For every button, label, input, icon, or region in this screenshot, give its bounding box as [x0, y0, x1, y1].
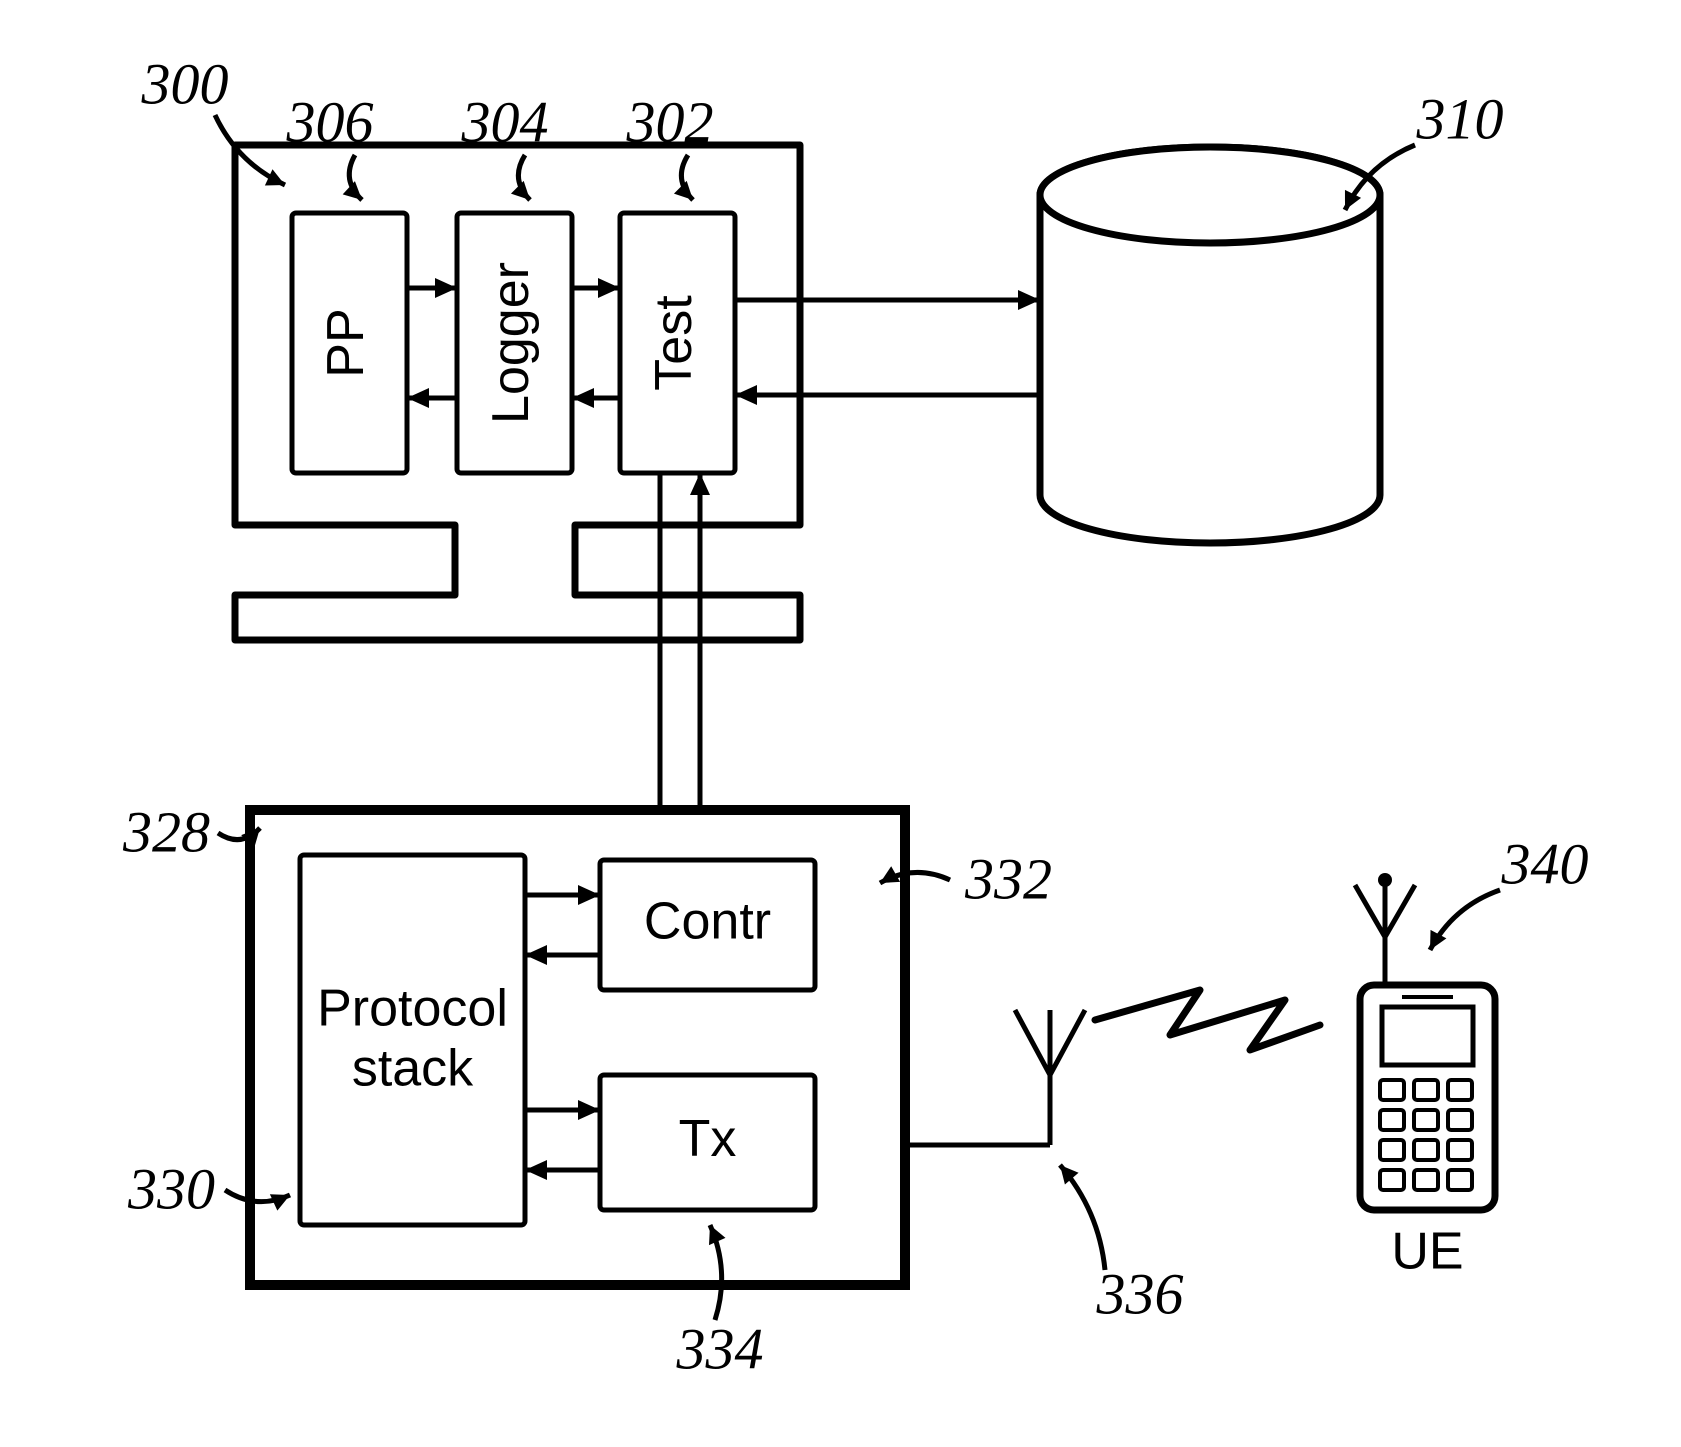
ref-330: 330 — [127, 1156, 215, 1221]
ue-key — [1414, 1080, 1438, 1100]
protocol-stack-label-1: Protocol — [317, 980, 508, 1038]
ue-key — [1448, 1140, 1472, 1160]
ref-306: 306 — [286, 89, 374, 154]
ue-screen — [1382, 1007, 1473, 1065]
ue-key — [1380, 1110, 1404, 1130]
ue-key — [1380, 1170, 1404, 1190]
ue-key — [1414, 1170, 1438, 1190]
ref-328: 328 — [122, 799, 210, 864]
wireless-zigzag — [1095, 990, 1320, 1050]
block-label: Logger — [482, 262, 540, 424]
ue-key — [1448, 1170, 1472, 1190]
ref-310: 310 — [1416, 86, 1504, 151]
ue-antenna-tip — [1378, 873, 1392, 887]
ref-332: 332 — [964, 846, 1052, 911]
ref-340: 340 — [1501, 831, 1589, 896]
protocol-stack-label-2: stack — [352, 1040, 474, 1098]
ue-key — [1414, 1140, 1438, 1160]
ue-key — [1380, 1080, 1404, 1100]
ue-key — [1448, 1110, 1472, 1130]
tx-label: Tx — [679, 1110, 737, 1168]
ref-304: 304 — [461, 89, 549, 154]
ue-key — [1414, 1110, 1438, 1130]
block-label: PP — [317, 308, 375, 377]
ue-label: UE — [1391, 1223, 1463, 1281]
ref-300: 300 — [141, 51, 229, 116]
ref-336: 336 — [1096, 1261, 1184, 1326]
ue-key — [1380, 1140, 1404, 1160]
ref-302: 302 — [626, 89, 714, 154]
contr-label: Contr — [644, 893, 771, 951]
ue-key — [1448, 1080, 1472, 1100]
ref-334: 334 — [676, 1316, 764, 1381]
database-top — [1040, 147, 1380, 243]
block-label: Test — [645, 295, 703, 391]
